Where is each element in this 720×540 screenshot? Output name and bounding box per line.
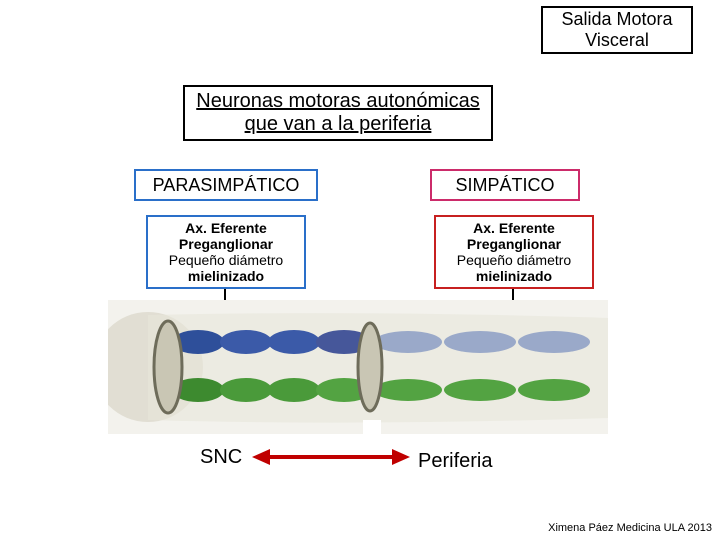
- ax-left-line4: mielinizado: [188, 268, 264, 284]
- simpatico-label: SIMPÁTICO: [455, 175, 554, 196]
- footer-credit: Ximena Páez Medicina ULA 2013: [548, 522, 712, 534]
- periferia-label: Periferia: [418, 450, 492, 473]
- ax-left-line1: Ax. Eferente: [185, 220, 267, 236]
- ax-right-line2: Preganglionar: [467, 236, 561, 252]
- simpatico-header: SIMPÁTICO: [430, 169, 580, 201]
- ax-left-line2: Preganglionar: [179, 236, 273, 252]
- subtitle-line1: Neuronas motoras autonómicas: [196, 90, 479, 113]
- ax-right-line4: mielinizado: [476, 268, 552, 284]
- subtitle-box: Neuronas motoras autonómicas que van a l…: [183, 85, 493, 141]
- ax-right-line3: Pequeño diámetro: [457, 252, 571, 268]
- title-line2: Visceral: [585, 30, 649, 51]
- snc-label: SNC: [200, 446, 242, 469]
- nerve-illustration: [108, 300, 608, 434]
- nerve-svg: [108, 300, 608, 434]
- subtitle-line2: que van a la periferia: [245, 113, 432, 136]
- ax-box-parasimpatico: Ax. Eferente Preganglionar Pequeño diáme…: [146, 215, 306, 289]
- parasimpatico-header: PARASIMPÁTICO: [134, 169, 318, 201]
- ax-right-line1: Ax. Eferente: [473, 220, 555, 236]
- ax-left-line3: Pequeño diámetro: [169, 252, 283, 268]
- title-box: Salida Motora Visceral: [541, 6, 693, 54]
- ax-box-simpatico: Ax. Eferente Preganglionar Pequeño diáme…: [434, 215, 594, 289]
- double-arrow: [252, 444, 410, 470]
- parasimpatico-label: PARASIMPÁTICO: [153, 175, 300, 196]
- title-line1: Salida Motora: [561, 9, 672, 30]
